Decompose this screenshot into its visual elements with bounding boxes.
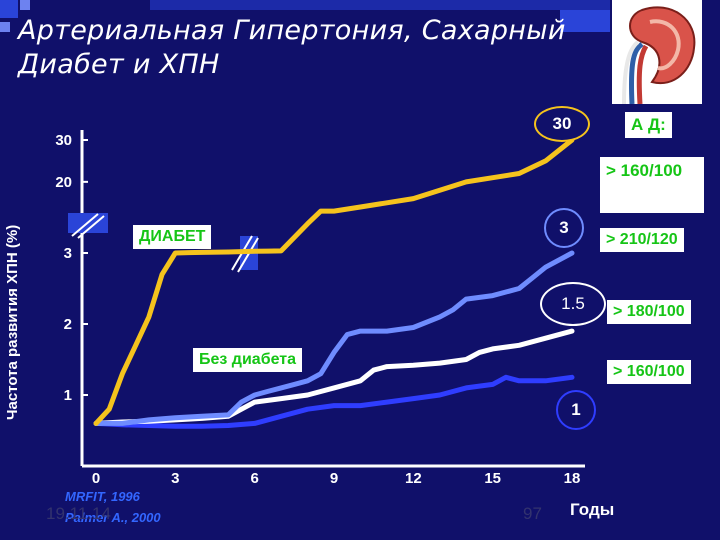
no-diabetes-label: Без диабета [193,348,302,372]
y-tick-label: 2 [64,316,72,333]
slide-date: 19.11.14 [46,504,111,523]
end-value-1-5: 1.5 [540,282,606,326]
x-tick-label: 18 [564,470,581,487]
y-tick-label: 20 [55,174,72,191]
corner-decoration [0,0,18,18]
axis-break-mark [77,215,105,239]
bp-header-label: А Д: [625,112,672,138]
y-tick-label: 30 [55,132,72,149]
bp-210-120-label: > 210/120 [600,228,684,252]
end-value-30: 30 [534,106,590,142]
corner-decoration [0,22,10,32]
slide-number: 97 [523,504,542,523]
series-line-3 [93,328,575,426]
end-value-3: 3 [544,208,584,248]
series-line-2 [93,250,575,426]
series-line-4 [93,374,575,429]
x-tick-label: 15 [484,470,501,487]
diabetes-label: ДИАБЕТ [133,225,212,249]
series-line-1 [93,137,575,426]
corner-decoration [20,0,30,10]
x-tick-label: 0 [92,470,100,487]
bp-160-100-bottom-label: > 160/100 [607,360,691,384]
bp-180-100-label: > 180/100 [607,300,691,324]
axis-break-mark [71,213,99,237]
reference-palmer: Palmer A., 2000 [65,510,161,525]
slide-title: Артериальная Гипертония, Сахарный Диабет… [18,15,566,80]
x-tick-label: 6 [250,470,258,487]
reference-mrfit: MRFIT, 1996 [65,489,140,504]
end-value-1: 1 [556,390,596,430]
x-tick-label: 12 [405,470,422,487]
y-tick-label: 1 [64,387,72,404]
x-tick-label: 9 [330,470,338,487]
x-tick-label: 3 [171,470,179,487]
header-stripe [560,10,610,32]
y-tick-label: 3 [64,245,72,262]
bp-160-100-top-label: > 160/100 [600,157,704,213]
kidney-icon [612,0,702,105]
header-stripe [150,0,610,10]
x-axis-label: Годы [570,500,615,519]
line-break-mark [237,237,259,273]
y-axis-label: Частота развития ХПН (%) [4,224,21,420]
